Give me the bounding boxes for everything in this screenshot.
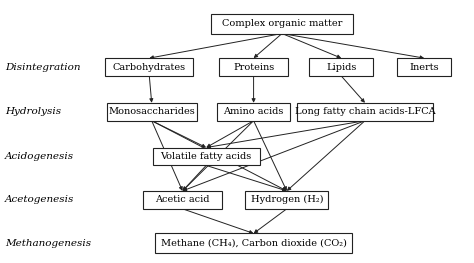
Text: Proteins: Proteins bbox=[233, 63, 274, 72]
FancyBboxPatch shape bbox=[298, 103, 432, 121]
FancyBboxPatch shape bbox=[105, 58, 193, 76]
Text: Disintegration: Disintegration bbox=[5, 63, 80, 72]
FancyBboxPatch shape bbox=[397, 58, 451, 76]
Text: Lipids: Lipids bbox=[326, 63, 356, 72]
Text: Long fatty chain acids-LFCA: Long fatty chain acids-LFCA bbox=[295, 107, 435, 116]
Text: Volatile fatty acids: Volatile fatty acids bbox=[161, 152, 252, 161]
FancyBboxPatch shape bbox=[155, 234, 352, 253]
Text: Acetogenesis: Acetogenesis bbox=[5, 195, 74, 204]
FancyBboxPatch shape bbox=[143, 191, 221, 209]
Text: Hydrogen (H₂): Hydrogen (H₂) bbox=[251, 195, 323, 204]
Text: Monosaccharides: Monosaccharides bbox=[108, 107, 195, 116]
Text: Amino acids: Amino acids bbox=[223, 107, 284, 116]
Text: Inerts: Inerts bbox=[410, 63, 439, 72]
Text: Acetic acid: Acetic acid bbox=[155, 195, 210, 204]
FancyBboxPatch shape bbox=[217, 103, 290, 121]
Text: Hydrolysis: Hydrolysis bbox=[5, 107, 61, 116]
FancyBboxPatch shape bbox=[211, 14, 353, 33]
Text: Complex organic matter: Complex organic matter bbox=[222, 19, 342, 28]
FancyBboxPatch shape bbox=[153, 148, 259, 165]
FancyBboxPatch shape bbox=[309, 58, 373, 76]
Text: Methane (CH₄), Carbon dioxide (CO₂): Methane (CH₄), Carbon dioxide (CO₂) bbox=[161, 239, 346, 248]
FancyBboxPatch shape bbox=[246, 191, 328, 209]
Text: Methanogenesis: Methanogenesis bbox=[5, 239, 91, 248]
Text: Acidogenesis: Acidogenesis bbox=[5, 152, 74, 161]
FancyBboxPatch shape bbox=[219, 58, 288, 76]
Text: Carbohydrates: Carbohydrates bbox=[113, 63, 186, 72]
FancyBboxPatch shape bbox=[107, 103, 197, 121]
